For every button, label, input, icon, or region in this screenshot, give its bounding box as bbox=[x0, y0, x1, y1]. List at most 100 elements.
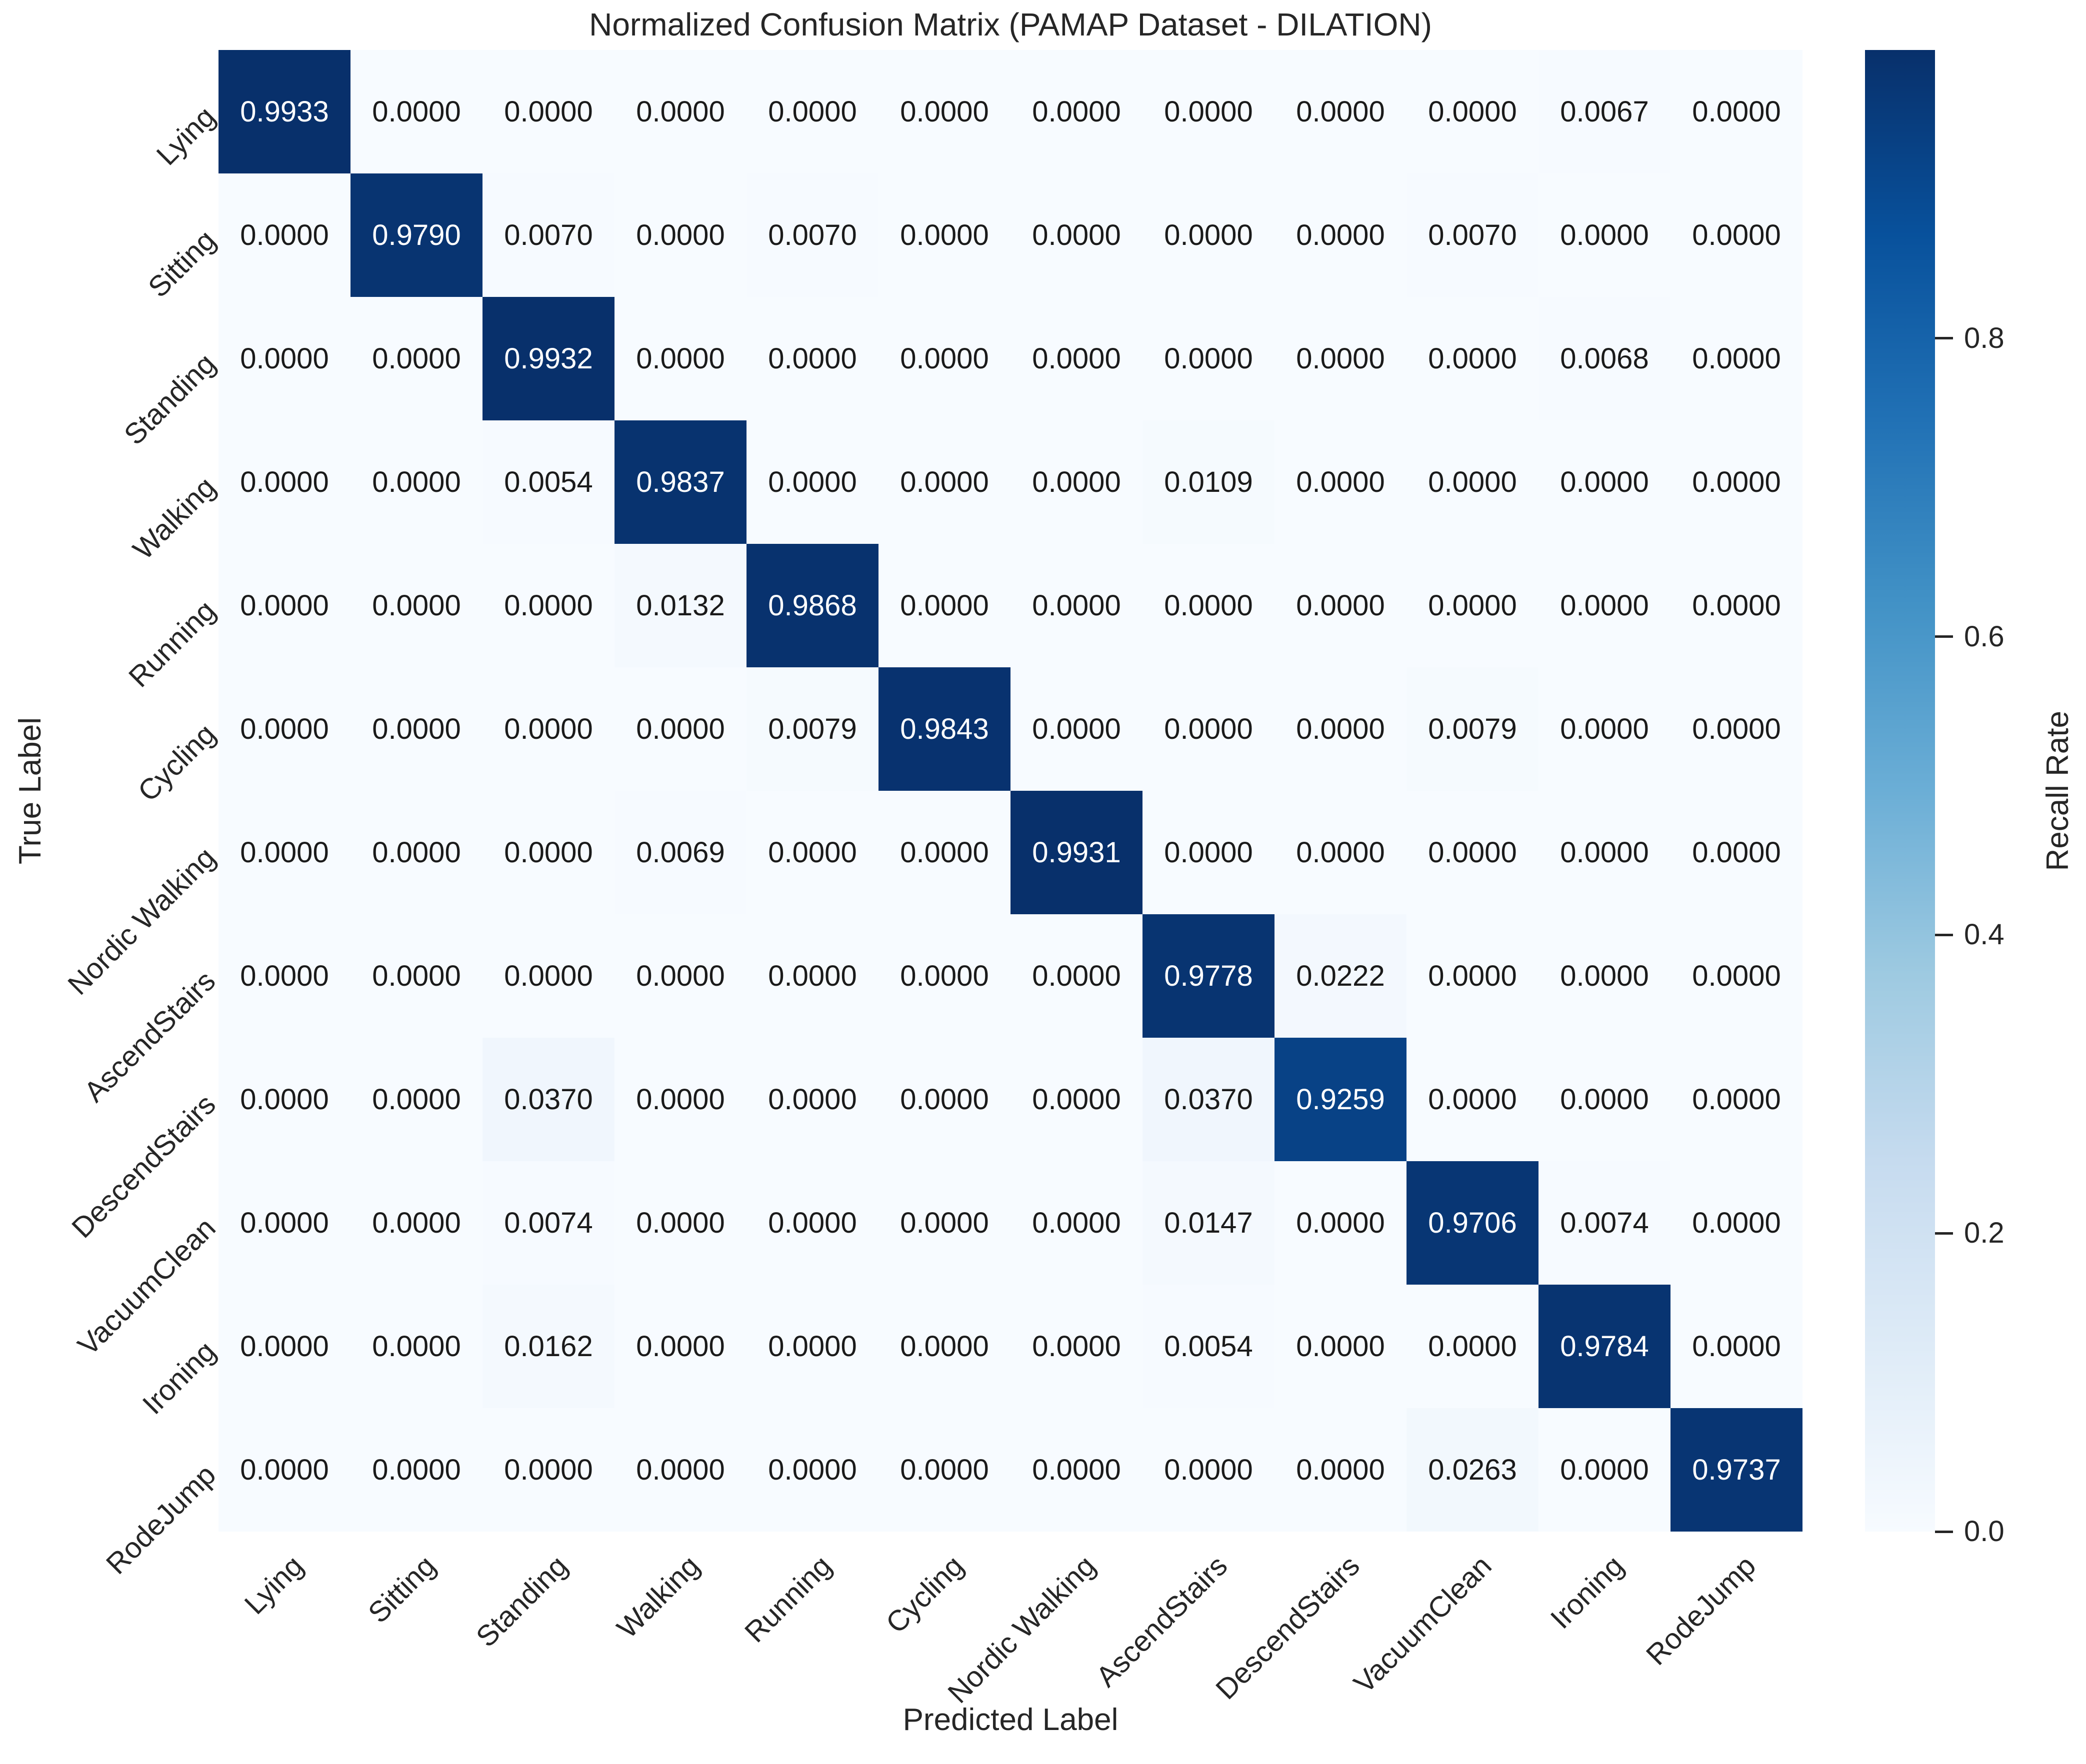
heatmap-cell: 0.0000 bbox=[218, 1161, 350, 1285]
heatmap-cell: 0.0000 bbox=[878, 420, 1010, 544]
heatmap-cell: 0.0000 bbox=[1670, 50, 1802, 173]
heatmap-grid: 0.9933 0.0000 0.0000 0.0000 0.0000 0.0000 0.00… bbox=[218, 50, 1802, 1532]
heatmap-cell: 0.0000 bbox=[1670, 1285, 1802, 1408]
heatmap-cell: 0.0000 bbox=[878, 50, 1010, 173]
heatmap-cell: 0.0000 bbox=[1274, 420, 1406, 544]
heatmap-cell: 0.0000 bbox=[878, 914, 1010, 1038]
heatmap-cell: 0.0000 bbox=[1538, 791, 1670, 914]
heatmap-cell: 0.0000 bbox=[350, 914, 482, 1038]
heatmap-cell: 0.0000 bbox=[218, 420, 350, 544]
y-tick-label: Ironing bbox=[136, 1335, 222, 1421]
heatmap-cell: 0.0000 bbox=[1406, 420, 1538, 544]
heatmap-cell: 0.0000 bbox=[350, 544, 482, 667]
colorbar-tick bbox=[1935, 337, 1953, 340]
heatmap-cell: 0.0000 bbox=[1010, 1285, 1142, 1408]
heatmap-cell: 0.0162 bbox=[482, 1285, 614, 1408]
heatmap-cell: 0.0000 bbox=[1670, 667, 1802, 791]
heatmap-cell: 0.9932 bbox=[482, 297, 614, 420]
heatmap-cell: 0.0000 bbox=[1538, 420, 1670, 544]
heatmap-cell: 0.0000 bbox=[878, 544, 1010, 667]
heatmap-cell: 0.0000 bbox=[1010, 1161, 1142, 1285]
heatmap-cell: 0.0263 bbox=[1406, 1408, 1538, 1532]
heatmap-cell: 0.0000 bbox=[746, 1408, 878, 1532]
heatmap-cell: 0.0000 bbox=[350, 297, 482, 420]
heatmap-cell: 0.0370 bbox=[482, 1038, 614, 1161]
colorbar-tick-label: 0.2 bbox=[1964, 1217, 2004, 1250]
colorbar-tick bbox=[1935, 1232, 1953, 1235]
heatmap-cell: 0.0000 bbox=[878, 791, 1010, 914]
heatmap-cell: 0.0000 bbox=[1010, 544, 1142, 667]
heatmap-cell: 0.0000 bbox=[878, 173, 1010, 297]
heatmap-cell: 0.9737 bbox=[1670, 1408, 1802, 1532]
x-tick-label: RodeJump bbox=[1640, 1549, 1762, 1672]
x-tick-label: Walking bbox=[610, 1549, 706, 1645]
heatmap-cell: 0.0000 bbox=[1406, 1038, 1538, 1161]
heatmap-cell: 0.0000 bbox=[218, 667, 350, 791]
heatmap-cell: 0.9868 bbox=[746, 544, 878, 667]
heatmap-cell: 0.9706 bbox=[1406, 1161, 1538, 1285]
heatmap-cell: 0.0000 bbox=[1670, 1038, 1802, 1161]
heatmap-cell: 0.0000 bbox=[878, 1285, 1010, 1408]
x-tick-label: Lying bbox=[238, 1549, 310, 1621]
heatmap-cell: 0.0000 bbox=[482, 544, 614, 667]
heatmap-cell: 0.0000 bbox=[614, 667, 746, 791]
x-tick-label: DescendStairs bbox=[1209, 1549, 1366, 1706]
heatmap-cell: 0.0000 bbox=[350, 1285, 482, 1408]
heatmap-cell: 0.0000 bbox=[350, 420, 482, 544]
heatmap-cell: 0.0068 bbox=[1538, 297, 1670, 420]
heatmap-cell: 0.0000 bbox=[1538, 914, 1670, 1038]
y-tick-label: AscendStairs bbox=[78, 964, 222, 1108]
x-tick-label: Running bbox=[738, 1549, 838, 1649]
heatmap-cell: 0.0000 bbox=[1406, 297, 1538, 420]
heatmap-cell: 0.0067 bbox=[1538, 50, 1670, 173]
heatmap-cell: 0.0000 bbox=[614, 914, 746, 1038]
heatmap-cell: 0.0000 bbox=[350, 1161, 482, 1285]
x-tick-label: Cycling bbox=[880, 1549, 970, 1640]
heatmap-cell: 0.0000 bbox=[1670, 914, 1802, 1038]
x-tick-label: Ironing bbox=[1544, 1549, 1630, 1636]
heatmap-cell: 0.0000 bbox=[218, 173, 350, 297]
heatmap-cell: 0.9837 bbox=[614, 420, 746, 544]
y-axis-title-wrap: True Label bbox=[10, 50, 50, 1532]
chart-title: Normalized Confusion Matrix (PAMAP Datas… bbox=[589, 6, 1432, 42]
heatmap-cell: 0.0000 bbox=[1538, 1408, 1670, 1532]
y-tick-label: Lying bbox=[150, 100, 222, 171]
colorbar-title-wrap: Recall Rate bbox=[2035, 50, 2080, 1532]
heatmap-cell: 0.0000 bbox=[1010, 1408, 1142, 1532]
heatmap-cell: 0.0000 bbox=[1010, 667, 1142, 791]
heatmap-cell: 0.0000 bbox=[482, 914, 614, 1038]
heatmap-cell: 0.0000 bbox=[1010, 297, 1142, 420]
heatmap-cell: 0.0000 bbox=[482, 791, 614, 914]
heatmap-cell: 0.0000 bbox=[350, 1038, 482, 1161]
heatmap-cell: 0.0000 bbox=[1142, 50, 1274, 173]
heatmap-cell: 0.0000 bbox=[1274, 1408, 1406, 1532]
heatmap-cell: 0.0000 bbox=[1010, 1038, 1142, 1161]
colorbar-tick-label: 0.8 bbox=[1964, 321, 2004, 354]
heatmap-cell: 0.0000 bbox=[350, 1408, 482, 1532]
heatmap-cell: 0.0000 bbox=[1142, 297, 1274, 420]
heatmap-cell: 0.9259 bbox=[1274, 1038, 1406, 1161]
heatmap-cell: 0.0000 bbox=[878, 1161, 1010, 1285]
x-tick-label: VacuumClean bbox=[1348, 1549, 1498, 1700]
heatmap-cell: 0.0370 bbox=[1142, 1038, 1274, 1161]
heatmap-cell: 0.0147 bbox=[1142, 1161, 1274, 1285]
heatmap-cell: 0.0000 bbox=[482, 1408, 614, 1532]
heatmap-cell: 0.0070 bbox=[1406, 173, 1538, 297]
heatmap-cell: 0.0000 bbox=[1538, 544, 1670, 667]
heatmap-cell: 0.0000 bbox=[614, 50, 746, 173]
heatmap-cell: 0.0000 bbox=[614, 1408, 746, 1532]
heatmap-cell: 0.9784 bbox=[1538, 1285, 1670, 1408]
heatmap-cell: 0.9931 bbox=[1010, 791, 1142, 914]
heatmap-cell: 0.0054 bbox=[1142, 1285, 1274, 1408]
heatmap-cell: 0.0000 bbox=[1538, 173, 1670, 297]
colorbar-tick bbox=[1935, 635, 1953, 638]
x-tick-label: AscendStairs bbox=[1090, 1549, 1234, 1694]
y-tick-label: Standing bbox=[118, 347, 222, 451]
heatmap-cell: 0.0000 bbox=[614, 1285, 746, 1408]
heatmap-cell: 0.9933 bbox=[218, 50, 350, 173]
heatmap-cell: 0.0000 bbox=[218, 1038, 350, 1161]
heatmap-cell: 0.0000 bbox=[1010, 173, 1142, 297]
colorbar-tick-label: 0.6 bbox=[1964, 620, 2004, 653]
